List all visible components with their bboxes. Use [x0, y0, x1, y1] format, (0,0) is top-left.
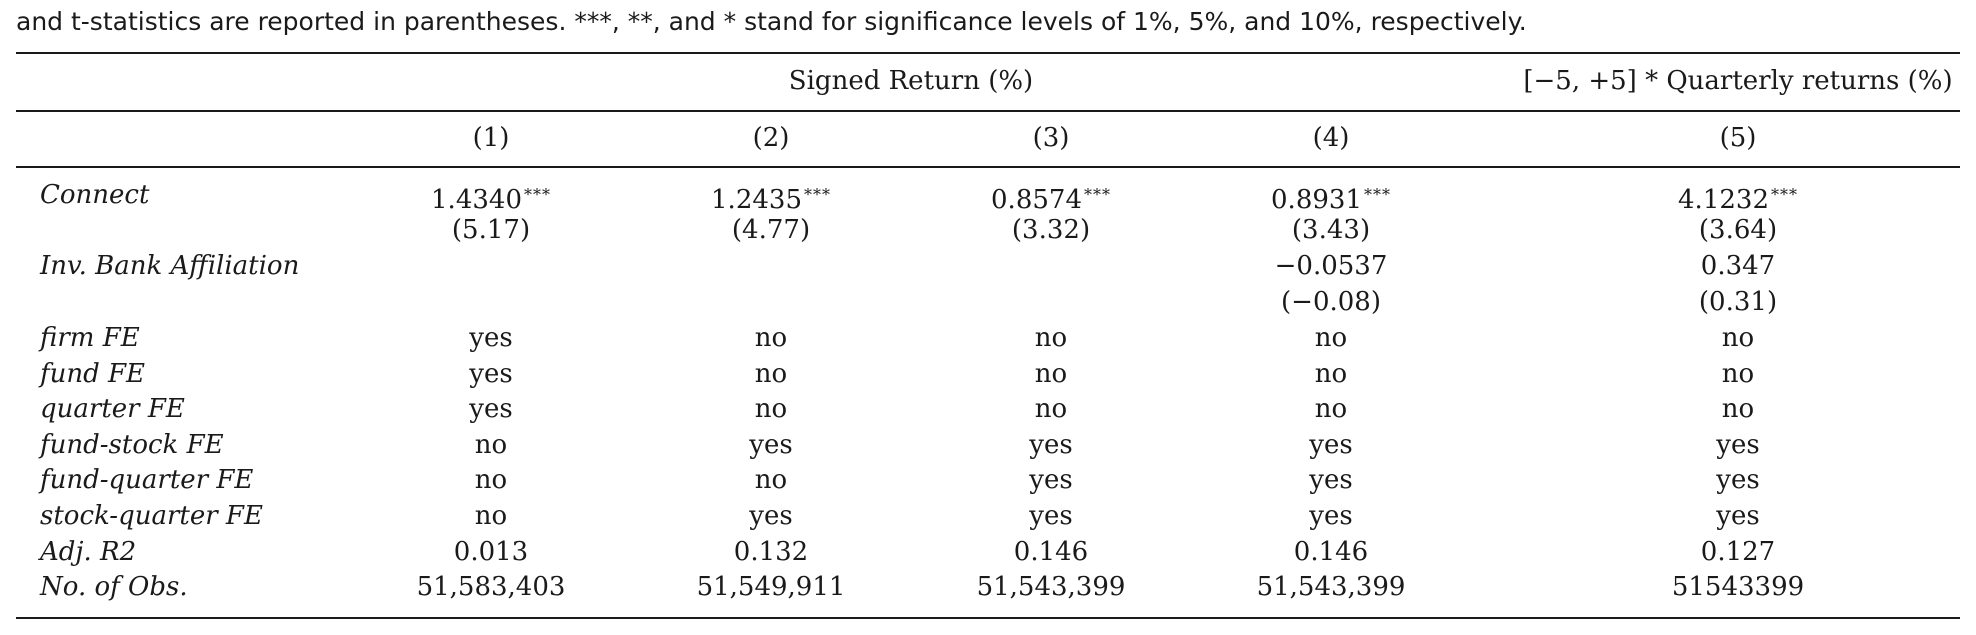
table-cell: yes — [1716, 465, 1760, 496]
table-cell: yes — [469, 323, 513, 353]
connect-coef-3: 0.8574 *** — [991, 178, 1111, 217]
table-cell: 0.132 — [733, 536, 809, 567]
table-cell: no — [1034, 394, 1068, 425]
table-cell: no — [1314, 394, 1348, 425]
connect-tstat-5: (3.64) — [1698, 215, 1778, 245]
column-header-3: (3) — [1032, 123, 1070, 153]
table-cell: no — [474, 429, 508, 460]
ib-coef-4: −0.0537 — [1274, 251, 1388, 281]
table-cell: yes — [1029, 429, 1073, 460]
table-cell: yes — [1309, 501, 1353, 531]
row-label: fund FE — [40, 358, 146, 389]
table-cell: 51,583,403 — [416, 572, 566, 603]
table-cell: 0.146 — [1013, 536, 1089, 567]
ib-tstat-4: (−0.08) — [1281, 287, 1381, 317]
coef-value: 0.8574 — [991, 185, 1082, 215]
table-cell: 0.146 — [1293, 536, 1369, 567]
table-cell: no — [754, 394, 788, 425]
table-cell: yes — [1029, 465, 1073, 496]
top-rule — [16, 52, 1960, 54]
table-cell: 51,543,399 — [976, 572, 1126, 603]
bottom-rule — [16, 617, 1960, 619]
table-cell: no — [754, 358, 788, 389]
table-cell: yes — [469, 394, 513, 425]
ib-tstat-5: (0.31) — [1698, 287, 1778, 317]
column-header-2: (2) — [752, 123, 790, 153]
ib-coef-5: 0.347 — [1700, 251, 1776, 281]
group-header-quarterly-returns: [−5, +5] * Quarterly returns (%) — [1523, 66, 1953, 96]
table-caption: and t-statistics are reported in parenth… — [16, 0, 1966, 40]
row-label-inv-bank-affiliation: Inv. Bank Affiliation — [40, 251, 300, 281]
table-cell: no — [1314, 323, 1348, 353]
coef-value: 1.4340 — [431, 185, 522, 215]
table-cell: no — [1721, 323, 1755, 353]
connect-tstat-2: (4.77) — [731, 215, 811, 245]
significance-stars: *** — [803, 185, 831, 204]
column-header-5: (5) — [1719, 123, 1757, 153]
table-cell: 51,543,399 — [1256, 572, 1406, 603]
row-label: No. of Obs. — [40, 572, 188, 603]
row-label-connect: Connect — [40, 180, 150, 210]
table-cell: 0.013 — [453, 536, 529, 567]
column-header-4: (4) — [1312, 123, 1350, 153]
column-header-rule — [16, 166, 1960, 168]
table-cell: no — [1314, 358, 1348, 389]
significance-stars: *** — [1363, 185, 1391, 204]
connect-coef-4: 0.8931 *** — [1271, 178, 1391, 217]
table-cell: yes — [749, 429, 793, 460]
group-header-rule — [16, 110, 1960, 112]
row-label: stock-quarter FE — [40, 501, 263, 531]
table-cell: no — [474, 465, 508, 496]
table-cell: yes — [1716, 501, 1760, 531]
table-cell: yes — [1309, 465, 1353, 496]
row-label: fund-quarter FE — [40, 465, 254, 496]
coef-value: 1.2435 — [711, 185, 802, 215]
row-label: Adj. R2 — [40, 536, 137, 567]
group-header-signed-return: Signed Return (%) — [788, 66, 1034, 96]
row-label: quarter FE — [40, 394, 185, 425]
table-cell: yes — [469, 358, 513, 389]
connect-coef-1: 1.4340 *** — [431, 178, 551, 217]
table-cell: yes — [1309, 429, 1353, 460]
table-cell: no — [1034, 358, 1068, 389]
row-label: firm FE — [40, 323, 140, 353]
table-cell: no — [474, 501, 508, 531]
connect-coef-5: 4.1232 *** — [1678, 178, 1798, 217]
coef-value: 0.8931 — [1271, 185, 1362, 215]
connect-tstat-1: (5.17) — [451, 215, 531, 245]
table-cell: 51,549,911 — [696, 572, 846, 603]
table-cell: 51543399 — [1671, 572, 1805, 603]
row-label: fund-stock FE — [40, 429, 224, 460]
table-cell: yes — [749, 501, 793, 531]
table-cell: no — [754, 323, 788, 353]
significance-stars: *** — [523, 185, 551, 204]
column-header-1: (1) — [472, 123, 510, 153]
connect-tstat-3: (3.32) — [1011, 215, 1091, 245]
significance-stars: *** — [1770, 185, 1798, 204]
table-cell: 0.127 — [1700, 536, 1776, 567]
connect-coef-2: 1.2435 *** — [711, 178, 831, 217]
table-cell: no — [1721, 394, 1755, 425]
connect-tstat-4: (3.43) — [1291, 215, 1371, 245]
table-cell: no — [1034, 323, 1068, 353]
caption-line: and t-statistics are reported in parenth… — [16, 7, 1527, 36]
table-cell: no — [754, 465, 788, 496]
table-cell: no — [1721, 358, 1755, 389]
coef-value: 4.1232 — [1678, 185, 1769, 215]
significance-stars: *** — [1083, 185, 1111, 204]
caption-line-cut — [16, 0, 1966, 4]
table-cell: yes — [1029, 501, 1073, 531]
table-cell: yes — [1716, 429, 1760, 460]
